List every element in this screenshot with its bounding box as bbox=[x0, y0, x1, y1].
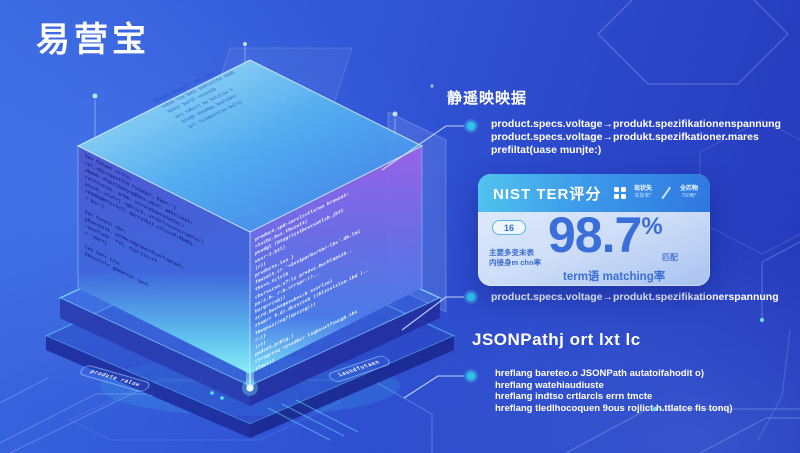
score-card: NIST TER评分 现状失 实际率* 全匹物 750两* 16 主要多变未表 … bbox=[478, 174, 710, 286]
line-dot bbox=[243, 42, 247, 46]
score-caption: term语 matching率 bbox=[563, 271, 666, 283]
line-dot bbox=[392, 111, 398, 117]
score-value: 98.7% bbox=[548, 206, 663, 264]
mapping-section-heading: 静遥映映据 bbox=[447, 90, 528, 107]
jsonpath-section-heading: JSONPathj ort lxt lc bbox=[472, 330, 641, 349]
page-title: 易营宝 bbox=[36, 21, 150, 59]
mapping-bullet-1: product.specs.voltage→produkt.spezifikat… bbox=[491, 118, 781, 156]
data-cube bbox=[76, 59, 424, 374]
stat-1: 现状失 实际率* bbox=[634, 186, 652, 200]
score-card-stats: 现状失 实际率* 全匹物 750两* bbox=[613, 186, 698, 200]
score-card-title: NIST TER评分 bbox=[493, 185, 602, 203]
mapping-bullet-2: product.specs.voltage→produkt.spezifikat… bbox=[491, 291, 779, 303]
score-side-label-line2: 内接身m chn率 bbox=[489, 258, 542, 267]
stat-1-bottom: 实际率* bbox=[634, 193, 652, 199]
stat-2-bottom: 750两* bbox=[681, 193, 697, 199]
line-dot bbox=[92, 93, 98, 99]
callout-dots bbox=[464, 119, 478, 383]
score-unit-note: 匹配 bbox=[662, 253, 678, 262]
score-card-body: 16 主要多变未表 内接身m chn率 98.7% 匹配 term语 match… bbox=[478, 207, 710, 286]
score-card-header: NIST TER评分 现状失 实际率* 全匹物 750两* bbox=[478, 174, 710, 212]
slash-divider bbox=[661, 186, 671, 200]
stat-2-top: 全匹物 bbox=[679, 186, 698, 192]
jsonpath-bullet: hreflang bareteo.o JSONPath autatoifahod… bbox=[495, 368, 733, 414]
score-side-label-line1: 主要多变未表 bbox=[489, 248, 534, 257]
stat-1-top: 现状失 bbox=[633, 186, 652, 192]
cube-left-face bbox=[78, 146, 250, 374]
stat-2: 全匹物 750两* bbox=[680, 186, 698, 200]
score-badge: 16 bbox=[492, 220, 526, 235]
grid-icon bbox=[613, 186, 627, 200]
callout-connectors bbox=[381, 125, 464, 399]
score-value-unit: % bbox=[641, 213, 663, 240]
score-value-number: 98.7 bbox=[548, 207, 642, 263]
score-side-label: 主要多变未表 内接身m chn率 bbox=[489, 248, 541, 268]
cube-right-face bbox=[250, 146, 422, 374]
